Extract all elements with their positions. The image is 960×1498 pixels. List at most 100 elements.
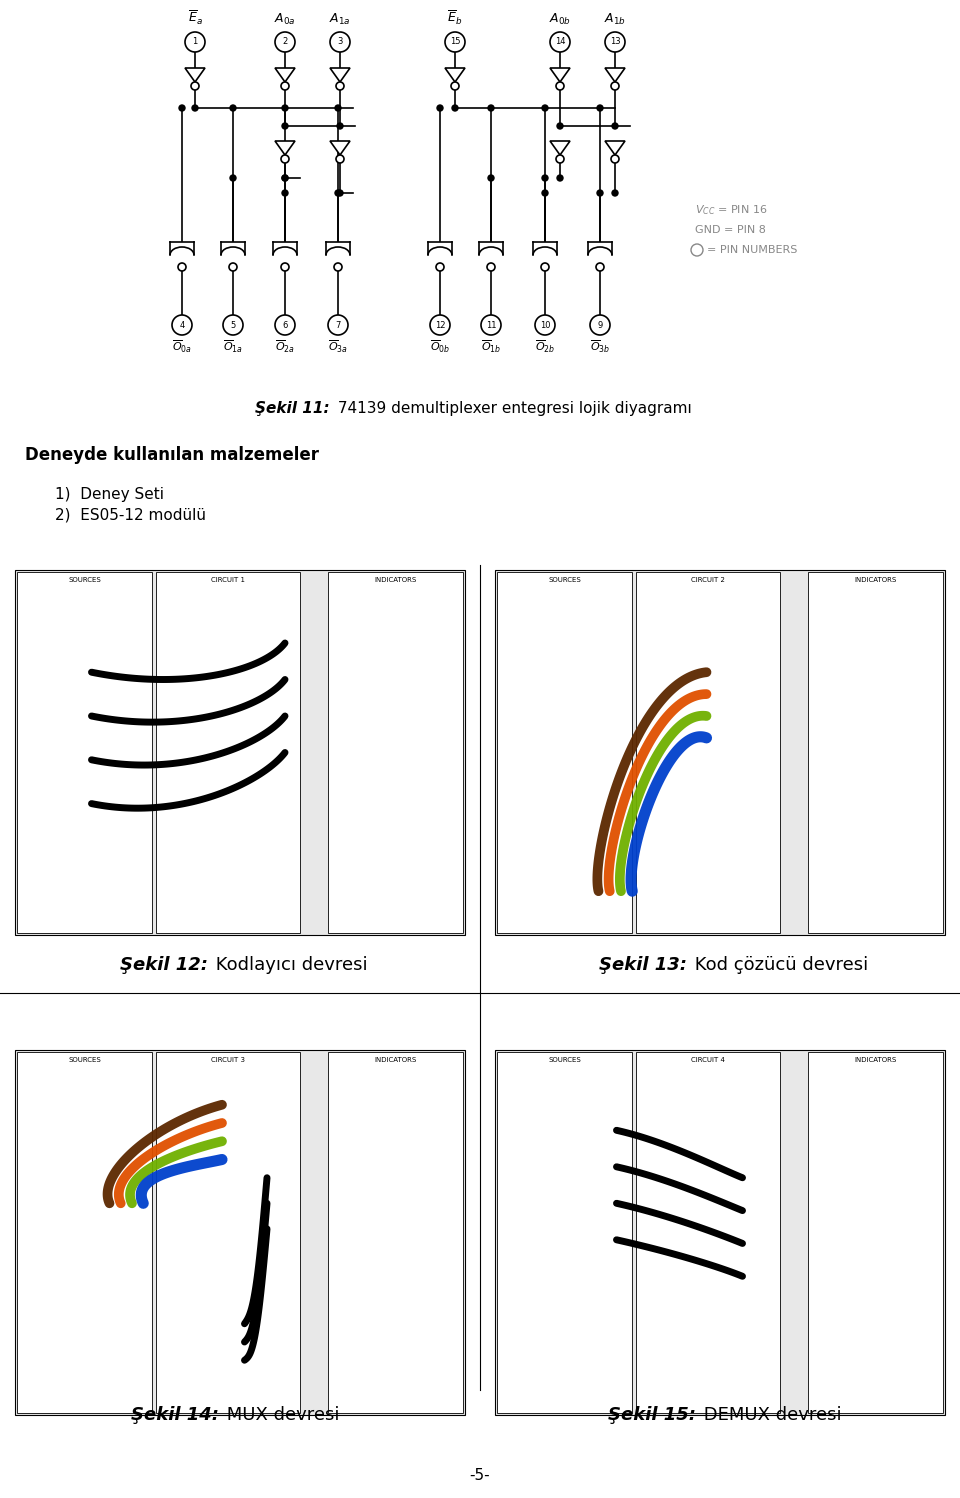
- Circle shape: [611, 82, 619, 90]
- Bar: [497, 572, 632, 933]
- Polygon shape: [550, 67, 570, 82]
- Text: $\overline{O}_{0a}$: $\overline{O}_{0a}$: [172, 339, 192, 355]
- Circle shape: [281, 82, 289, 90]
- Bar: [17, 1052, 152, 1413]
- Circle shape: [556, 82, 564, 90]
- Text: 14: 14: [555, 37, 565, 46]
- Text: Şekil 15:: Şekil 15:: [608, 1407, 695, 1425]
- Text: $\overline{O}_{2a}$: $\overline{O}_{2a}$: [275, 339, 295, 355]
- Bar: [497, 1052, 632, 1413]
- Circle shape: [281, 264, 289, 271]
- Circle shape: [334, 264, 342, 271]
- Circle shape: [185, 31, 205, 52]
- Text: 6: 6: [282, 321, 288, 330]
- Text: 74139 demultiplexer entegresi lojik diyagramı: 74139 demultiplexer entegresi lojik diya…: [333, 400, 692, 415]
- Circle shape: [281, 154, 289, 163]
- Circle shape: [488, 105, 494, 111]
- Polygon shape: [330, 141, 350, 154]
- Text: $\overline{O}_{3a}$: $\overline{O}_{3a}$: [328, 339, 348, 355]
- Text: Şekil 14:: Şekil 14:: [131, 1407, 219, 1425]
- Bar: [15, 571, 465, 935]
- Bar: [328, 1052, 463, 1413]
- Circle shape: [612, 190, 618, 196]
- Circle shape: [597, 190, 603, 196]
- Circle shape: [590, 315, 610, 336]
- Circle shape: [557, 123, 563, 129]
- Text: $\overline{E}_a$: $\overline{E}_a$: [187, 9, 203, 27]
- Circle shape: [436, 264, 444, 271]
- Circle shape: [282, 123, 288, 129]
- Text: 2: 2: [282, 37, 288, 46]
- Circle shape: [550, 31, 570, 52]
- Text: $\overline{O}_{3b}$: $\overline{O}_{3b}$: [589, 339, 611, 355]
- Text: 7: 7: [335, 321, 341, 330]
- Polygon shape: [445, 67, 465, 82]
- Circle shape: [541, 264, 549, 271]
- Text: Şekil 13:: Şekil 13:: [599, 956, 686, 974]
- Text: $\overline{O}_{0b}$: $\overline{O}_{0b}$: [430, 339, 450, 355]
- Text: $A_{1a}$: $A_{1a}$: [329, 12, 350, 27]
- Text: Şekil 12:: Şekil 12:: [121, 956, 208, 974]
- Text: $A_{1b}$: $A_{1b}$: [604, 12, 626, 27]
- Bar: [808, 1052, 943, 1413]
- Circle shape: [337, 190, 343, 196]
- Circle shape: [330, 31, 350, 52]
- Text: MUX devresi: MUX devresi: [221, 1407, 340, 1425]
- Text: 13: 13: [610, 37, 620, 46]
- Circle shape: [191, 82, 199, 90]
- Text: SOURCES: SOURCES: [548, 577, 581, 583]
- Bar: [17, 572, 152, 933]
- Circle shape: [445, 31, 465, 52]
- Circle shape: [336, 154, 344, 163]
- Text: 2)  ES05-12 modülü: 2) ES05-12 modülü: [55, 508, 206, 523]
- Text: $V_{CC}$ = PIN 16: $V_{CC}$ = PIN 16: [695, 204, 767, 217]
- Text: CIRCUIT 1: CIRCUIT 1: [211, 577, 245, 583]
- Text: 12: 12: [435, 321, 445, 330]
- Polygon shape: [185, 67, 205, 82]
- Circle shape: [335, 105, 341, 111]
- Circle shape: [192, 105, 198, 111]
- Bar: [156, 572, 300, 933]
- Bar: [15, 1050, 465, 1416]
- Text: 15: 15: [449, 37, 460, 46]
- Circle shape: [612, 123, 618, 129]
- Circle shape: [605, 31, 625, 52]
- Circle shape: [597, 105, 603, 111]
- Circle shape: [596, 264, 604, 271]
- Circle shape: [611, 154, 619, 163]
- Circle shape: [542, 105, 548, 111]
- Circle shape: [487, 264, 495, 271]
- Circle shape: [430, 315, 450, 336]
- Bar: [156, 1052, 300, 1413]
- Circle shape: [275, 315, 295, 336]
- Circle shape: [179, 105, 185, 111]
- Text: 1)  Deney Seti: 1) Deney Seti: [55, 487, 164, 502]
- Circle shape: [542, 190, 548, 196]
- Text: Kod çözücü devresi: Kod çözücü devresi: [688, 956, 868, 974]
- Polygon shape: [605, 67, 625, 82]
- Circle shape: [229, 264, 237, 271]
- Bar: [495, 1050, 945, 1416]
- Text: 4: 4: [180, 321, 184, 330]
- Circle shape: [282, 190, 288, 196]
- Text: INDICATORS: INDICATORS: [854, 1058, 897, 1064]
- Circle shape: [275, 31, 295, 52]
- Text: Deneyde kullanılan malzemeler: Deneyde kullanılan malzemeler: [25, 446, 319, 464]
- Circle shape: [178, 264, 186, 271]
- Polygon shape: [550, 141, 570, 154]
- Text: $\overline{O}_{1a}$: $\overline{O}_{1a}$: [223, 339, 243, 355]
- Text: 5: 5: [230, 321, 235, 330]
- Text: Şekil 11:: Şekil 11:: [255, 400, 330, 415]
- Text: CIRCUIT 3: CIRCUIT 3: [211, 1058, 245, 1064]
- Text: 1: 1: [192, 37, 198, 46]
- Polygon shape: [275, 141, 295, 154]
- Circle shape: [481, 315, 501, 336]
- Circle shape: [557, 175, 563, 181]
- Circle shape: [335, 190, 341, 196]
- Text: SOURCES: SOURCES: [68, 1058, 101, 1064]
- Text: $A_{0a}$: $A_{0a}$: [275, 12, 296, 27]
- Bar: [328, 572, 463, 933]
- Text: $\overline{E}_b$: $\overline{E}_b$: [447, 9, 463, 27]
- Text: CIRCUIT 4: CIRCUIT 4: [691, 1058, 725, 1064]
- Circle shape: [328, 315, 348, 336]
